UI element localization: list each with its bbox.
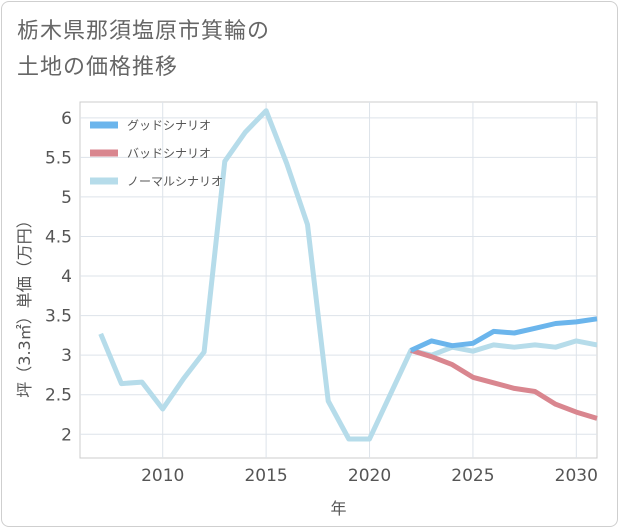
y-tick-label: 3.5 — [45, 307, 72, 327]
plot-area-frame — [79, 101, 598, 459]
y-tick-label: 5.5 — [45, 148, 72, 168]
legend-label: グッドシナリオ — [127, 119, 211, 133]
x-tick-label: 2010 — [141, 466, 184, 486]
series-lines — [98, 108, 598, 442]
x-axis-title: 年 — [330, 499, 346, 518]
x-tick-label: 2020 — [348, 466, 391, 486]
chart-title: 栃木県那須塩原市箕輪の 土地の価格推移 — [17, 14, 437, 86]
y-axis-title: 坪（3.3㎡）単価（万円） — [15, 212, 34, 397]
series-line — [409, 316, 598, 353]
y-tick-label: 6 — [61, 109, 72, 129]
y-tick-label: 2 — [61, 425, 72, 445]
y-tick-label: 5 — [61, 188, 72, 208]
y-tick-label: 4 — [61, 267, 72, 287]
legend-label: バッドシナリオ — [127, 147, 211, 161]
grid — [79, 101, 598, 459]
series-line — [98, 108, 598, 442]
axes: 2 2.5 3 3.5 4 4.5 5 5.5 6 2010 2015 2020 2025 2030 — [45, 109, 598, 486]
y-tick-label: 4.5 — [45, 227, 72, 247]
x-tick-label: 2030 — [555, 466, 598, 486]
title-line-2: 土地の価格推移 — [17, 55, 179, 80]
x-tick-label: 2025 — [451, 466, 494, 486]
legend-label: ノーマルシナリオ — [127, 175, 223, 189]
y-tick-label: 2.5 — [45, 386, 72, 406]
y-tick-label: 3 — [61, 346, 72, 366]
x-tick-label: 2015 — [244, 466, 287, 486]
series-line — [410, 348, 598, 421]
title-line-1: 栃木県那須塩原市箕輪の — [17, 19, 271, 44]
